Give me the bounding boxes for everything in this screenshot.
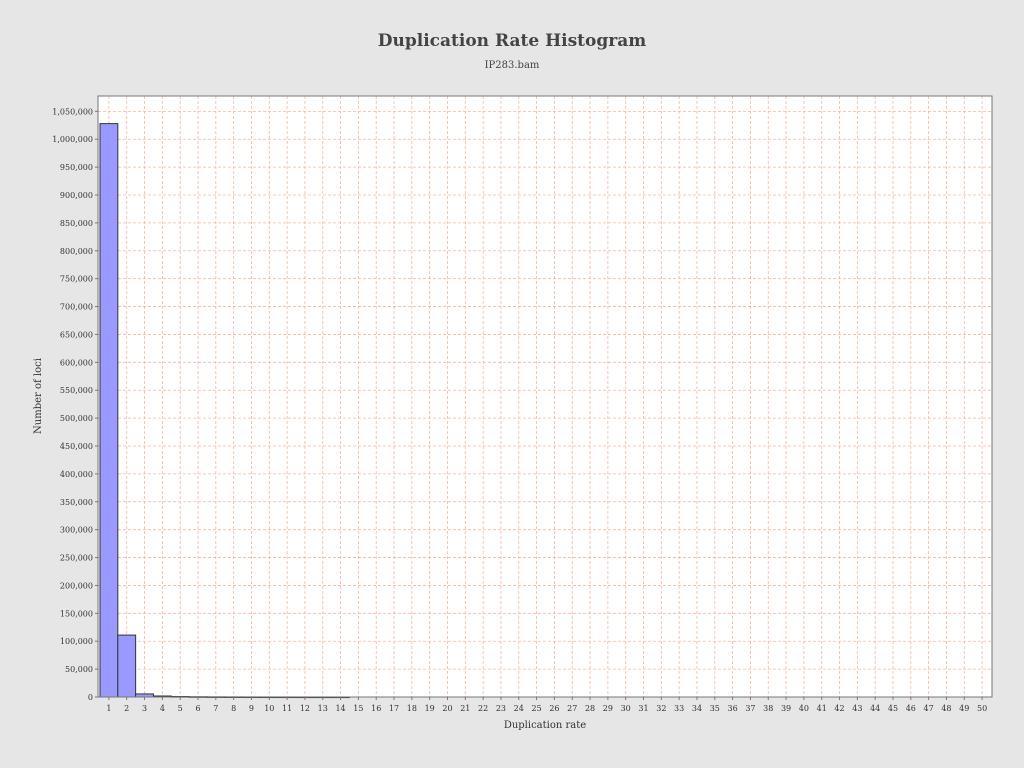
y-tick-label: 550,000 (60, 386, 93, 395)
x-tick-label: 22 (478, 704, 488, 713)
x-tick-label: 10 (264, 704, 274, 713)
y-tick-label: 900,000 (60, 191, 93, 200)
x-tick-label: 8 (231, 704, 236, 713)
y-tick-label: 150,000 (60, 609, 93, 618)
bar-2 (117, 634, 137, 698)
x-tick-label: 4 (160, 704, 165, 713)
x-tick-label: 44 (870, 704, 880, 713)
y-tick-label: 50,000 (65, 665, 93, 674)
x-tick-label: 46 (906, 704, 916, 713)
x-tick-label: 26 (549, 704, 559, 713)
x-tick-label: 36 (728, 704, 738, 713)
x-tick-label: 9 (249, 704, 254, 713)
x-tick-label: 43 (852, 704, 862, 713)
y-tick-label: 1,050,000 (52, 107, 93, 116)
x-tick-label: 48 (941, 704, 951, 713)
grid (98, 96, 992, 697)
x-axis-label: Duplication rate (504, 720, 586, 731)
x-tick-label: 17 (389, 704, 399, 713)
x-tick-label: 24 (514, 704, 524, 713)
y-tick-label: 950,000 (60, 163, 93, 172)
x-tick-label: 31 (638, 704, 648, 713)
x-tick-label: 42 (834, 704, 844, 713)
x-tick-label: 25 (531, 704, 541, 713)
y-tick-label: 300,000 (60, 526, 93, 535)
x-tick-label: 35 (710, 704, 720, 713)
x-tick-label: 21 (460, 704, 470, 713)
x-tick-label: 39 (781, 704, 791, 713)
x-tick-label: 13 (318, 704, 328, 713)
y-tick-label: 500,000 (60, 414, 93, 423)
y-tick-label: 700,000 (60, 303, 93, 312)
chart-subtitle: IP283.bam (484, 60, 540, 71)
y-tick-label: 200,000 (60, 581, 93, 590)
bar-1 (99, 123, 119, 698)
y-tick-label: 250,000 (60, 554, 93, 563)
x-tick-label: 12 (300, 704, 310, 713)
y-tick-label: 1,000,000 (52, 135, 93, 144)
plot-border (97, 95, 993, 698)
x-tick-label: 32 (656, 704, 666, 713)
x-tick-label: 37 (745, 704, 755, 713)
x-tick-label: 30 (621, 704, 631, 713)
y-tick-label: 350,000 (60, 498, 93, 507)
x-tick-label: 38 (763, 704, 773, 713)
x-tick-label: 29 (603, 704, 613, 713)
x-tick-label: 1 (106, 704, 111, 713)
chart-title: Duplication Rate Histogram (377, 31, 647, 51)
x-tick-label: 40 (799, 704, 809, 713)
x-tick-label: 6 (195, 704, 200, 713)
y-tick-label: 400,000 (60, 470, 93, 479)
y-tick-label: 750,000 (60, 275, 93, 284)
y-tick-label: 0 (88, 693, 93, 702)
y-tick-label: 450,000 (60, 442, 93, 451)
y-axis-label: Number of loci (33, 358, 44, 434)
x-tick-label: 11 (282, 704, 292, 713)
x-tick-label: 16 (371, 704, 381, 713)
x-tick-label: 45 (888, 704, 898, 713)
x-tick-label: 28 (585, 704, 595, 713)
x-tick-label: 47 (924, 704, 934, 713)
x-tick-label: 27 (567, 704, 577, 713)
y-tick-label: 600,000 (60, 358, 93, 367)
x-tick-label: 19 (425, 704, 435, 713)
x-tick-label: 33 (674, 704, 684, 713)
x-tick-label: 23 (496, 704, 506, 713)
y-tick-label: 850,000 (60, 219, 93, 228)
x-tick-label: 34 (692, 704, 702, 713)
x-tick-label: 18 (407, 704, 417, 713)
x-tick-label: 7 (213, 704, 218, 713)
x-tick-label: 2 (124, 704, 129, 713)
y-axis: 0 50,000 100,000 150,000 200,000 250,000 300,0… (52, 107, 98, 702)
y-tick-label: 100,000 (60, 637, 93, 646)
y-tick-label: 800,000 (60, 247, 93, 256)
x-tick-label: 14 (335, 704, 345, 713)
y-tick-label: 650,000 (60, 330, 93, 339)
x-tick-label: 3 (142, 704, 147, 713)
x-tick-label: 49 (959, 704, 969, 713)
x-tick-label: 41 (817, 704, 827, 713)
x-tick-label: 20 (442, 704, 452, 713)
x-tick-label: 15 (353, 704, 363, 713)
x-axis: 1 2 3 4 5 6 7 8 9 10 11 12 13 14 15 16 17 18 19 20 21 22 23 24 2… (106, 697, 987, 713)
x-tick-label: 50 (977, 704, 987, 713)
plot-area (98, 96, 992, 697)
x-tick-label: 5 (178, 704, 183, 713)
